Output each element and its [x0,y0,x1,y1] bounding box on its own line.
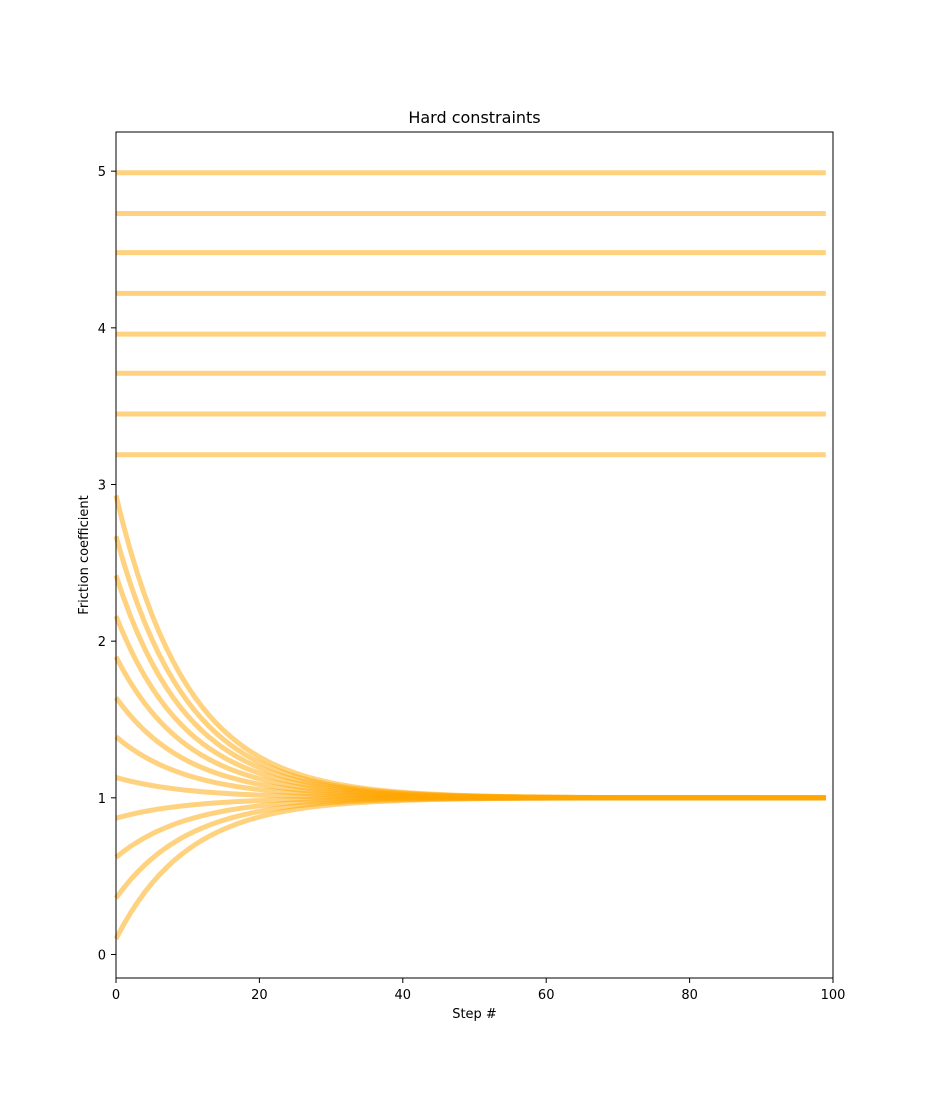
y-axis: 0 1 2 3 4 5 [98,165,116,964]
x-tick-label: 80 [681,988,698,1003]
series-lines [113,170,826,941]
x-tick-label: 100 [821,988,846,1003]
y-tick-label: 5 [98,165,106,180]
x-tick-label: 40 [395,988,412,1003]
chart-title: Hard constraints [408,108,540,127]
x-axis: 0 20 40 60 80 100 [112,978,846,1003]
plot-area [116,132,833,978]
axes-frame [115,131,834,979]
x-axis-label: Step # [452,1007,497,1022]
y-axis-label: Friction coefficient [77,495,92,614]
x-tick-label: 20 [251,988,268,1003]
y-tick-label: 2 [98,635,106,650]
y-tick-label: 3 [98,479,106,494]
y-tick-label: 4 [98,322,106,337]
x-tick-label: 60 [538,988,555,1003]
y-tick-label: 1 [98,792,106,807]
y-tick-label: 0 [98,949,106,964]
x-tick-label: 0 [112,988,120,1003]
plot-background [116,132,833,978]
converging-series-line-12 [113,494,826,801]
